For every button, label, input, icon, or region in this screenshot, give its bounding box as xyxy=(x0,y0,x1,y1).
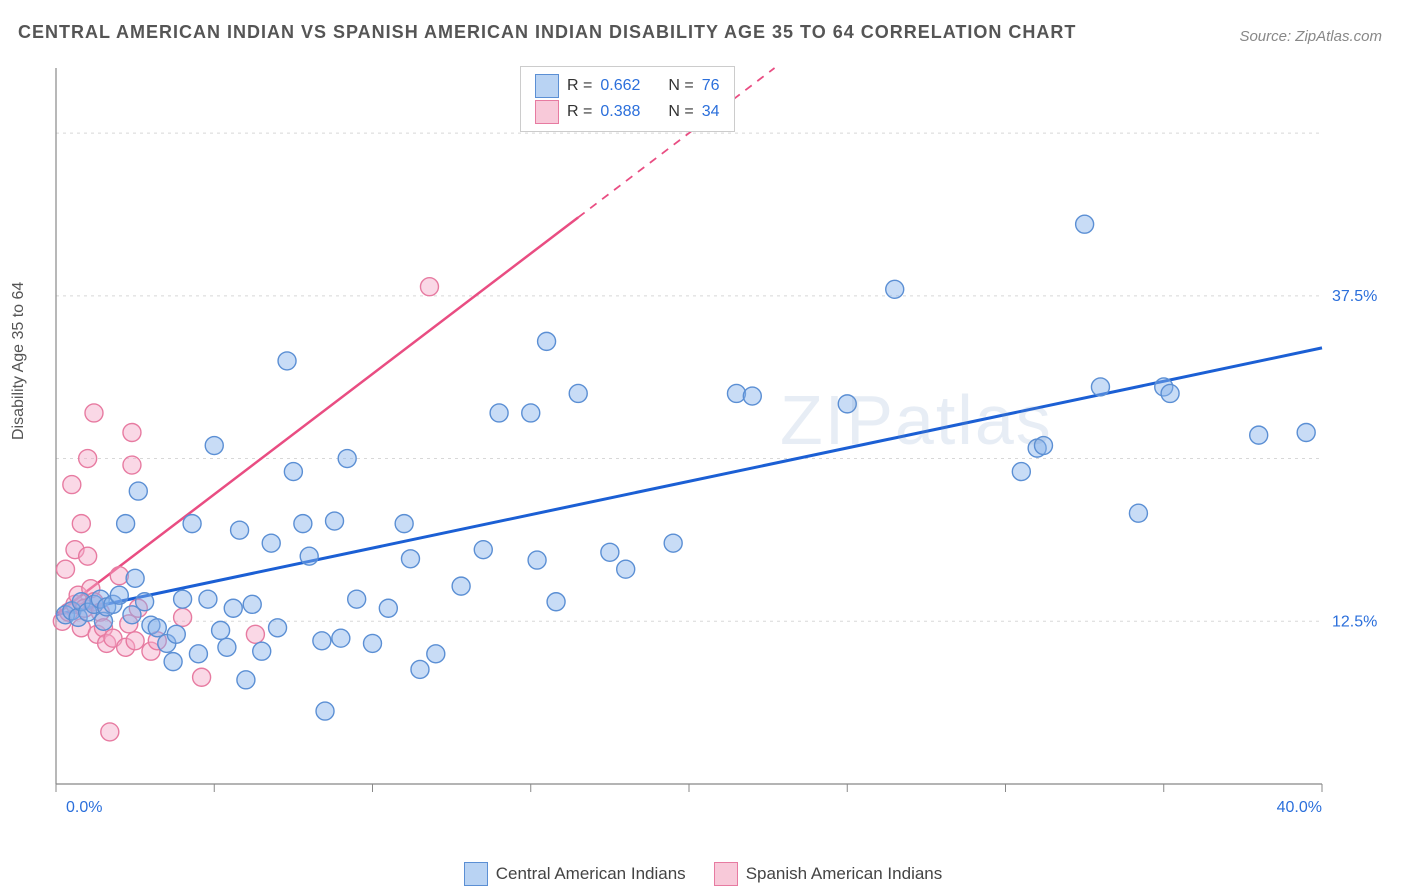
legend-r-label: R = xyxy=(567,99,592,125)
legend-row-pink: R = 0.388 N = 34 xyxy=(535,99,720,125)
legend-r-label: R = xyxy=(567,73,592,99)
legend-row-blue: R = 0.662 N = 76 xyxy=(535,73,720,99)
legend-item-pink: Spanish American Indians xyxy=(714,862,943,886)
legend-n-label: N = xyxy=(668,73,693,99)
legend-swatch-pink xyxy=(714,862,738,886)
legend-swatch-blue xyxy=(535,74,559,98)
series-legend: Central American Indians Spanish America… xyxy=(0,862,1406,886)
legend-r-value: 0.388 xyxy=(600,99,640,125)
svg-text:40.0%: 40.0% xyxy=(1277,799,1322,816)
legend-n-value: 34 xyxy=(702,99,720,125)
legend-label-blue: Central American Indians xyxy=(496,864,686,884)
legend-n-value: 76 xyxy=(702,73,720,99)
legend-n-label: N = xyxy=(668,99,693,125)
chart-plot-area: 12.5% 37.5% 0.0% 40.0% xyxy=(52,64,1382,824)
legend-label-pink: Spanish American Indians xyxy=(746,864,943,884)
chart-title: CENTRAL AMERICAN INDIAN VS SPANISH AMERI… xyxy=(18,22,1076,43)
svg-text:37.5%: 37.5% xyxy=(1332,288,1377,305)
svg-text:0.0%: 0.0% xyxy=(66,799,102,816)
legend-item-blue: Central American Indians xyxy=(464,862,686,886)
correlation-legend: R = 0.662 N = 76 R = 0.388 N = 34 xyxy=(520,66,735,132)
legend-swatch-pink xyxy=(535,100,559,124)
y-axis-label: Disability Age 35 to 64 xyxy=(10,282,28,440)
legend-r-value: 0.662 xyxy=(600,73,640,99)
svg-text:12.5%: 12.5% xyxy=(1332,613,1377,630)
source-attribution: Source: ZipAtlas.com xyxy=(1239,28,1382,45)
legend-swatch-blue xyxy=(464,862,488,886)
scatter-chart-svg: 12.5% 37.5% 0.0% 40.0% xyxy=(52,64,1382,824)
